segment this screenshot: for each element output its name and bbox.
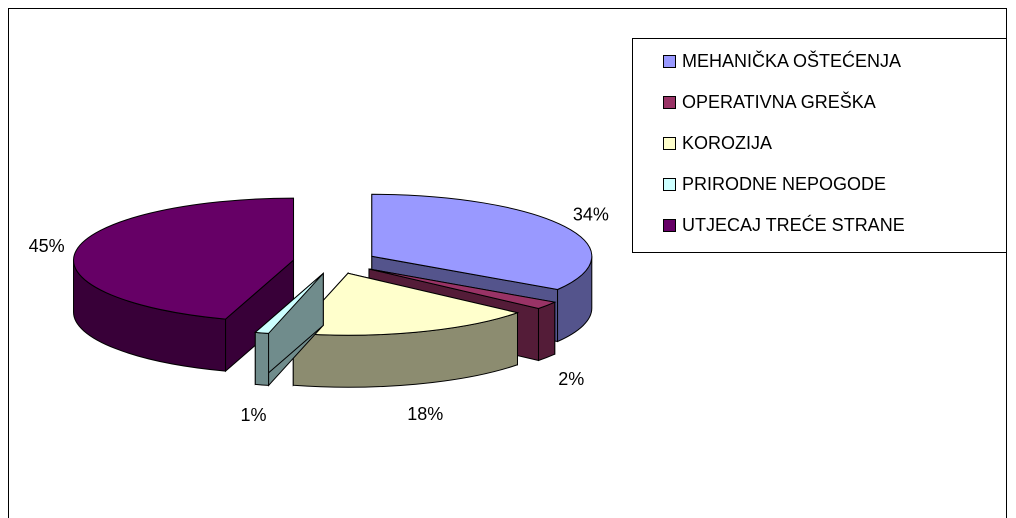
slice-top (368, 268, 557, 309)
legend-swatch (663, 55, 676, 68)
legend-label: KOROZIJA (682, 133, 772, 153)
legend-label: MEHANIČKA OŠTEĆENJA (682, 50, 901, 71)
slice-top (292, 272, 520, 336)
slice-top (371, 193, 593, 291)
legend-label: OPERATIVNA GREŠKA (682, 91, 876, 112)
slice (254, 272, 324, 387)
legend-label: UTJECAJ TREĆE STRANE (682, 214, 905, 235)
data-label: 45% (29, 236, 65, 256)
pie: 34% 45% 2% 18% 1% (29, 193, 609, 425)
data-label: 34% (573, 205, 609, 225)
slice (292, 271, 520, 388)
slice-top (254, 272, 324, 334)
data-label: 1% (241, 405, 267, 425)
data-label: 18% (407, 404, 443, 424)
legend-label: PRIRODNE NEPOGODE (682, 174, 886, 194)
legend: MEHANIČKA OŠTEĆENJA OPERATIVNA GREŠKA KORO… (663, 50, 905, 235)
slice-rim (254, 331, 270, 386)
slice (73, 197, 295, 373)
legend-swatch (663, 178, 676, 191)
slice-rim (537, 301, 556, 362)
legend-swatch (663, 219, 676, 232)
slice-top (73, 197, 295, 320)
legend-box (632, 38, 1007, 253)
data-label: 2% (558, 369, 584, 389)
legend-swatch (663, 96, 676, 109)
legend-swatch (663, 137, 676, 150)
